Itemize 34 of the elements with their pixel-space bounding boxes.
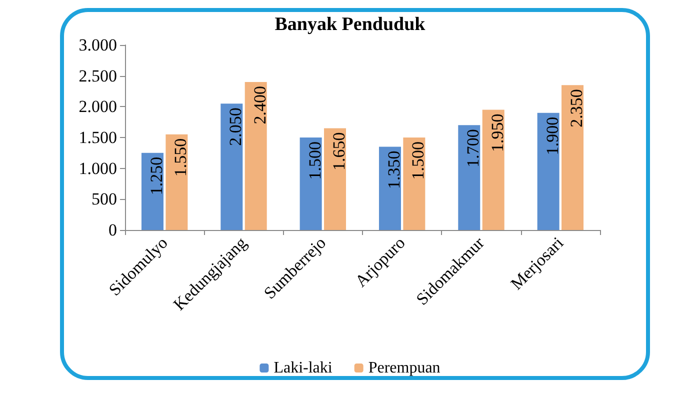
y-tick-label: 2.500 xyxy=(78,66,117,86)
y-tick-label: 0 xyxy=(108,220,117,240)
data-label: 2.050 xyxy=(226,108,246,146)
bar xyxy=(562,85,584,230)
y-tick-label: 500 xyxy=(92,190,117,209)
bar xyxy=(458,125,480,230)
bar xyxy=(141,152,164,230)
data-label: 2.350 xyxy=(567,89,586,128)
y-tick-label: 3.000 xyxy=(78,36,117,54)
bar xyxy=(537,112,560,230)
bar xyxy=(244,82,267,230)
bar xyxy=(403,138,426,230)
chart-title: Banyak Penduduk xyxy=(274,14,426,35)
data-label: 1.650 xyxy=(330,132,349,170)
data-label: 2.400 xyxy=(250,86,270,124)
data-label: 1.500 xyxy=(305,142,324,180)
data-label: 1.250 xyxy=(146,156,166,196)
legend-label: Laki-laki xyxy=(274,360,333,376)
data-label: 1.350 xyxy=(384,150,404,189)
data-label: 1.900 xyxy=(542,116,562,156)
data-label: 1.550 xyxy=(171,138,190,177)
bar xyxy=(166,134,188,230)
bar xyxy=(220,104,243,230)
bar xyxy=(378,146,401,230)
data-label: 1.500 xyxy=(408,142,428,180)
bar xyxy=(324,128,346,230)
y-tick-label: 1.500 xyxy=(78,128,117,147)
data-label: 1.700 xyxy=(464,129,483,168)
legend-label: Perempuan xyxy=(368,360,440,376)
bar xyxy=(300,138,322,230)
y-tick-label: 1.000 xyxy=(78,158,117,178)
bar xyxy=(482,110,504,230)
data-label: 1.950 xyxy=(488,114,507,152)
y-tick-label: 2.000 xyxy=(78,97,117,116)
